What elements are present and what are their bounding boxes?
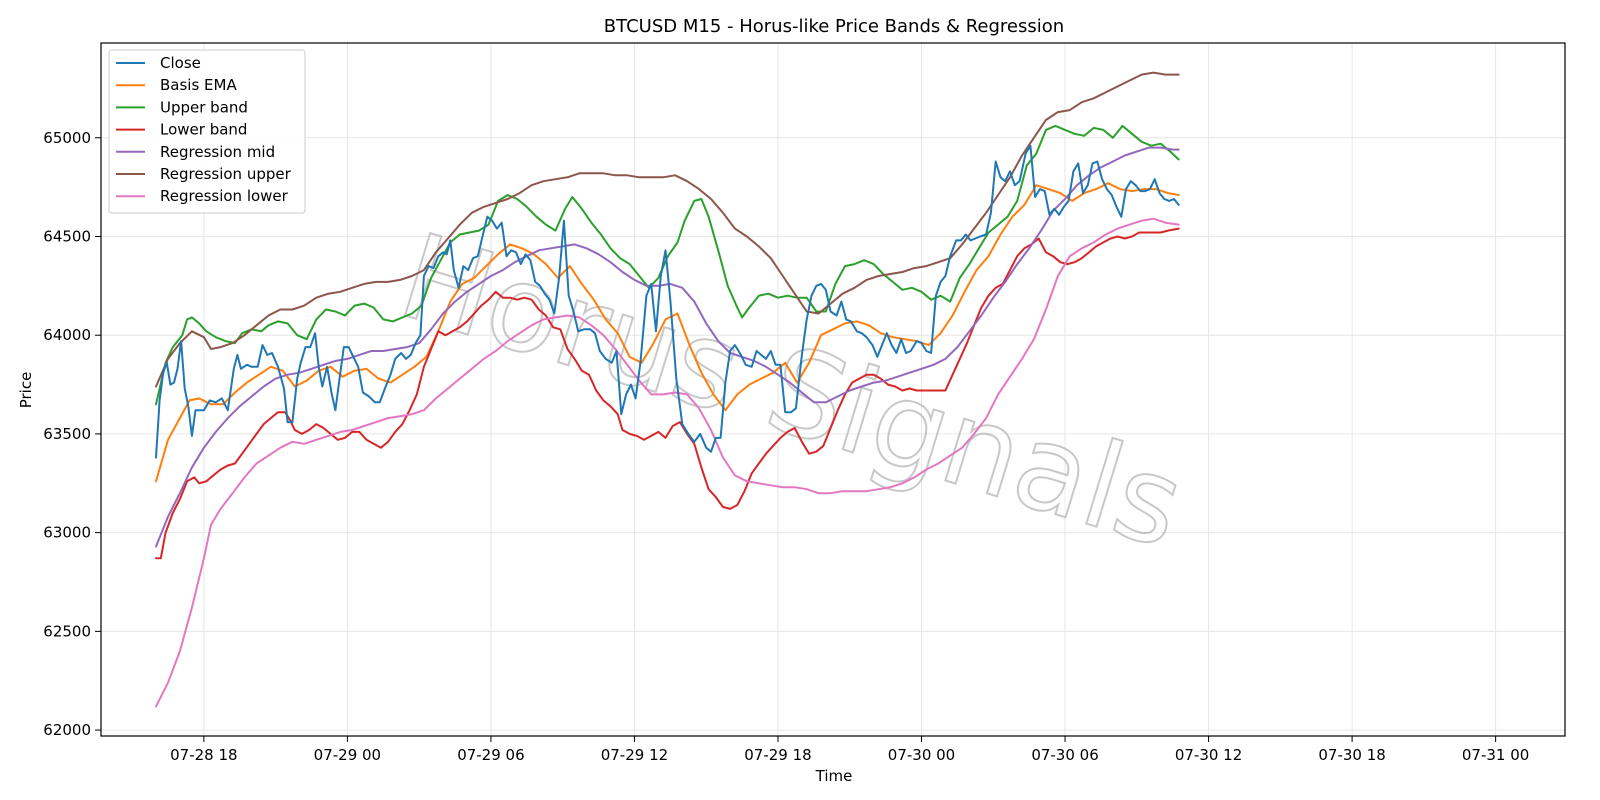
x-tick-label: 07-29 12 [601, 746, 668, 764]
x-tick-label: 07-29 06 [457, 746, 524, 764]
y-tick-label: 64500 [43, 227, 91, 245]
legend-label: Regression lower [160, 187, 289, 205]
y-axis-ticks: 62000 62500 63000 63500 64000 64500 65000 [43, 129, 101, 739]
x-tick-label: 07-29 00 [314, 746, 381, 764]
y-tick-label: 63000 [43, 524, 91, 542]
x-axis-label: Time [815, 767, 853, 785]
x-tick-label: 07-30 12 [1175, 746, 1242, 764]
series-line-close [155, 144, 1180, 459]
y-tick-label: 62000 [43, 721, 91, 739]
series-line-regression-lower [155, 217, 1180, 708]
x-tick-label: 07-31 00 [1462, 746, 1529, 764]
y-tick-label: 63500 [43, 425, 91, 443]
y-tick-label: 64000 [43, 326, 91, 344]
y-tick-label: 65000 [43, 129, 91, 147]
x-tick-label: 07-30 06 [1031, 746, 1098, 764]
series-line-basis-ema [155, 182, 1180, 483]
legend-box [108, 49, 306, 214]
x-tick-label: 07-28 18 [170, 746, 237, 764]
x-tick-label: 07-30 18 [1318, 746, 1385, 764]
chart-title: BTCUSD M15 - Horus-like Price Bands & Re… [604, 16, 1064, 37]
plot-frame [100, 42, 1566, 737]
legend-label: Close [160, 54, 201, 72]
x-tick-label: 07-29 18 [744, 746, 811, 764]
series-lines [155, 71, 1180, 708]
series-line-regression-mid [155, 146, 1180, 548]
x-tick-label: 07-30 00 [888, 746, 955, 764]
legend-label: Lower band [160, 121, 247, 139]
legend: Close Basis EMA Upper band Lower band Regres… [108, 49, 306, 214]
legend-label: Regression mid [160, 143, 275, 161]
plot-area: Horus Signals [100, 42, 1566, 737]
series-line-regression-upper [155, 71, 1180, 388]
legend-label: Upper band [160, 98, 248, 116]
y-axis-label: Price [17, 372, 35, 409]
legend-label: Regression upper [160, 165, 292, 183]
legend-label: Basis EMA [160, 76, 237, 94]
y-tick-label: 62500 [43, 622, 91, 640]
x-axis-ticks: 07-28 18 07-29 00 07-29 06 07-29 12 07-29 18… [170, 736, 1529, 764]
